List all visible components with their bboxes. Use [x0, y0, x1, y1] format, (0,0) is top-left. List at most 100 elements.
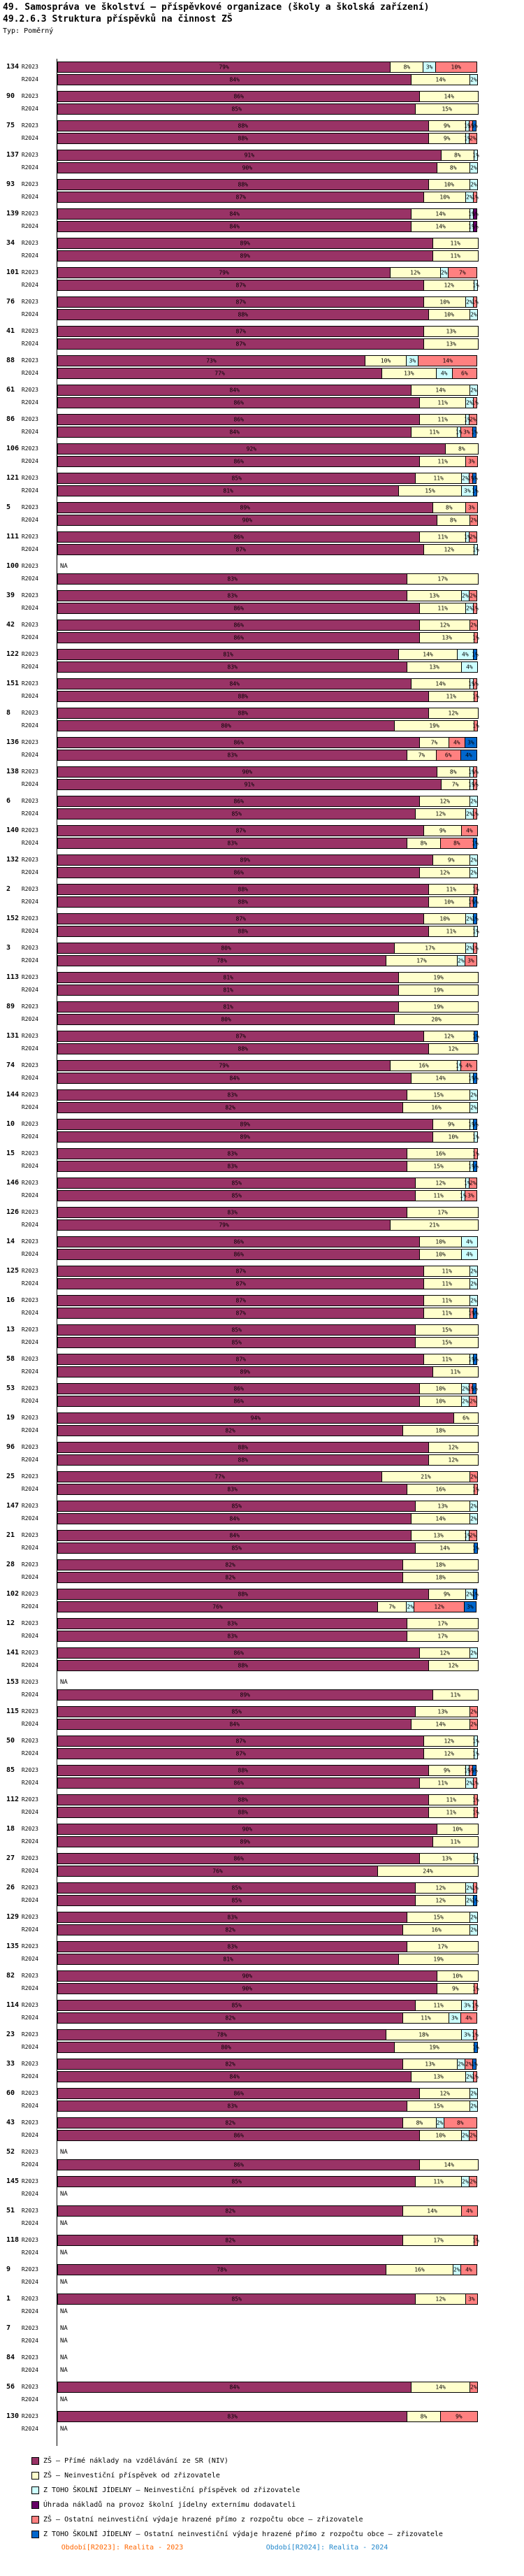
bar-segment: 15%: [407, 2101, 470, 2112]
segment-label: 4%: [466, 1238, 473, 1245]
segment-label: 87%: [235, 1280, 246, 1287]
segment-label: 12%: [444, 1750, 454, 1757]
segment-label: 15%: [433, 2103, 444, 2110]
bar: 83% 17%: [57, 1618, 479, 1629]
row-id-label: 129: [6, 1913, 20, 1921]
segment-label: 89%: [240, 857, 250, 864]
bar-segment: 12%: [415, 2294, 466, 2305]
period-label: R2024: [21, 693, 38, 699]
row-id-label: 140: [6, 827, 20, 834]
segment-label: 2%: [466, 945, 473, 952]
row-id-label: 26: [6, 1884, 15, 1891]
segment-label: 1%: [472, 2031, 479, 2038]
bar-segment: 9%: [432, 1119, 470, 1130]
bar-segment: 89%: [57, 1366, 433, 1378]
bar-segment: 86%: [57, 2130, 421, 2141]
segment-label: 87%: [235, 827, 246, 834]
segment-label: 83%: [227, 1620, 238, 1627]
segment-label: 8%: [453, 152, 461, 159]
bar: 86% 10% 2% 2%: [57, 1396, 479, 1407]
bar-segment: 19%: [398, 972, 479, 983]
segment-label: 2%: [470, 534, 476, 541]
period-label: R2024: [21, 1956, 38, 1962]
bar: 85% 15%: [57, 103, 479, 115]
segment-label: 2%: [470, 416, 476, 423]
bar-segment: 17%: [407, 1631, 479, 1642]
period-label: R2024: [21, 1192, 38, 1198]
segment-label: 1%: [455, 429, 463, 436]
bar-segment: 79%: [57, 1060, 391, 1071]
segment-label: 1%: [472, 2044, 479, 2051]
bar: 83% 17%: [57, 1207, 479, 1218]
bar: 86% 11% 1% 2%: [57, 531, 479, 543]
bar-segment: 9%: [428, 120, 466, 131]
bar-segment: 4%: [460, 1249, 478, 1260]
bar-segment: 86%: [57, 2088, 421, 2099]
segment-label: 1%: [472, 1075, 479, 1082]
bar: 87% 11% 1% 1%: [57, 1308, 479, 1319]
bar: 85% 11% 3% 1%: [57, 2000, 479, 2011]
segment-label: 13%: [433, 2073, 444, 2080]
segment-label: 2%: [440, 269, 448, 276]
bar: 83% 15% 2%: [57, 1089, 479, 1101]
row-id-label: 141: [6, 1649, 20, 1656]
segment-label: 85%: [231, 1503, 242, 1510]
bar-segment: 2%: [468, 531, 477, 543]
row-id-label: 125: [6, 1267, 20, 1275]
segment-label: 1%: [471, 1385, 478, 1392]
row-id-label: 39: [6, 592, 15, 599]
bar: 81% 19%: [57, 1001, 479, 1012]
bar: 84% 14% 1% 1%: [57, 208, 479, 220]
bar-segment: 1%: [456, 1060, 463, 1071]
bar-segment: 3%: [464, 955, 477, 966]
segment-label: 84%: [229, 1075, 240, 1082]
segment-label: 2%: [470, 1914, 477, 1921]
period-label: R2024: [21, 1339, 38, 1345]
segment-label: 90%: [242, 1826, 253, 1833]
bar-segment: 11%: [419, 603, 466, 614]
bar-segment: 15%: [415, 103, 479, 115]
segment-label: 86%: [233, 1650, 244, 1656]
bar: 84% 14% 1% 1%: [57, 678, 479, 689]
segment-label: 2%: [470, 1280, 477, 1287]
segment-label: 8%: [449, 768, 457, 775]
bar: 89% 11%: [57, 1689, 479, 1701]
legend-item-label: Úhrada nákladů na provoz školní jídelny …: [43, 2500, 296, 2509]
segment-label: 1%: [472, 210, 479, 217]
bar-segment: 89%: [57, 854, 433, 866]
period-label: R2024: [21, 2396, 38, 2403]
period-label: R2024: [21, 2132, 38, 2138]
bar-segment: 83%: [57, 1941, 408, 1952]
period-label: R2023: [21, 1767, 38, 1773]
row-id-label: 86: [6, 415, 15, 423]
bar: 88% 11% 1%: [57, 884, 479, 895]
segment-label: 1%: [472, 152, 479, 159]
segment-label: 1%: [471, 429, 478, 436]
period-label: R2023: [21, 1385, 38, 1391]
segment-label: 4%: [453, 739, 460, 746]
segment-label: 1%: [472, 928, 479, 935]
bar-segment: 19%: [394, 2042, 474, 2053]
segment-label: 88%: [238, 181, 248, 188]
row-id-label: 130: [6, 2412, 20, 2420]
segment-label: 2%: [436, 2119, 444, 2126]
bar: 88% 12%: [57, 1442, 479, 1453]
bar-segment: 11%: [423, 1308, 470, 1319]
bar-segment: 14%: [418, 355, 477, 366]
bar-segment: 10%: [428, 896, 470, 908]
segment-label: 2%: [470, 1650, 477, 1656]
bar: 83% 8% 8% 1%: [57, 838, 479, 849]
period-label: R2023: [21, 328, 38, 334]
bar-segment: 1%: [467, 473, 474, 484]
segment-label: 2%: [470, 1092, 477, 1099]
period-label: R2023: [21, 1326, 38, 1333]
segment-label: 1%: [464, 534, 471, 541]
bar: 88% 11% 1%: [57, 1807, 479, 1818]
bar-segment: 21%: [390, 1219, 479, 1231]
bar: 88% 9% 1% 1% 1%: [57, 120, 479, 131]
row-id-label: 111: [6, 533, 20, 541]
bar-segment: 83%: [57, 2411, 408, 2422]
segment-label: 2%: [470, 76, 477, 83]
period-label: R2023: [21, 2119, 38, 2126]
period-label: R2023: [21, 534, 38, 540]
